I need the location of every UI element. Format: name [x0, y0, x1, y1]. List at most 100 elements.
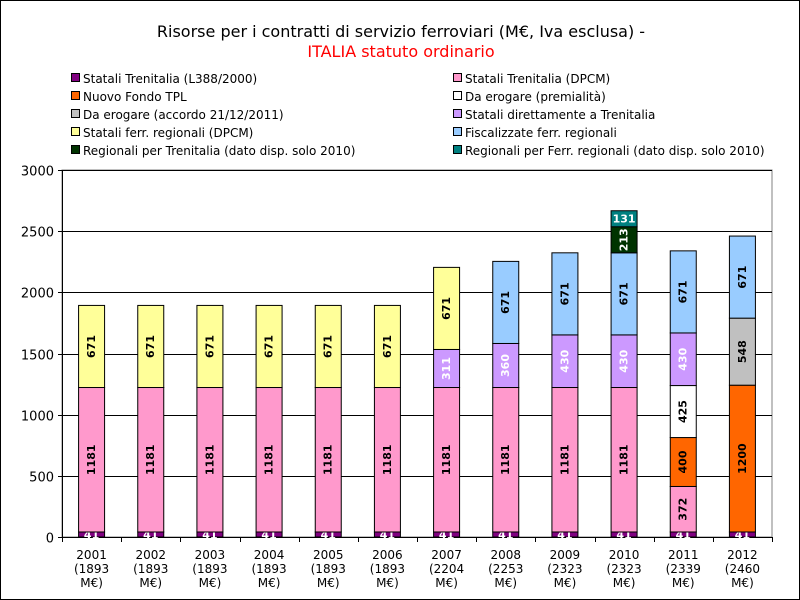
plot-area [61, 169, 773, 538]
x-tick-label: (2460 [725, 562, 760, 576]
data-label: 1181 [440, 444, 453, 475]
y-tick-label: 500 [29, 471, 54, 486]
bar-segment [137, 387, 165, 533]
bar-segment [492, 387, 520, 533]
legend-label: Nuovo Fondo TPL [83, 90, 187, 104]
y-tick-label: 1500 [21, 349, 54, 364]
chart-title: Risorse per i contratti di servizio ferr… [156, 22, 646, 41]
bar-segment [492, 260, 520, 344]
x-tick-label: M€) [613, 576, 636, 590]
data-label: 360 [499, 354, 512, 377]
legend-item: Regionali per Trenitalia (dato disp. sol… [71, 143, 355, 159]
data-label: 131 [613, 213, 636, 226]
data-label: 425 [677, 400, 690, 423]
data-label: 372 [677, 498, 690, 521]
data-label: 671 [85, 335, 98, 358]
bar-segment [314, 304, 342, 389]
data-label: 430 [558, 349, 571, 372]
bar-segment [669, 437, 697, 487]
legend-item: Regionali per Ferr. regionali (dato disp… [453, 143, 765, 159]
bar-segment [669, 250, 697, 334]
x-tick-label: M€) [258, 576, 281, 590]
legend-swatch [453, 145, 462, 154]
x-tick-label: 2005 [313, 548, 344, 562]
bar-segment [610, 252, 638, 336]
data-label: 430 [618, 349, 631, 372]
data-label: 671 [440, 297, 453, 320]
x-tick-label: (2204 [429, 562, 464, 576]
data-label: 671 [322, 335, 335, 358]
bar-segment [373, 387, 401, 533]
legend-item: Statali Trenitalia (L388/2000) [71, 71, 257, 87]
x-tick-label: (2323 [606, 562, 641, 576]
x-tick-label: 2010 [609, 548, 640, 562]
x-tick-label: M€) [199, 576, 222, 590]
data-label: 1181 [263, 444, 276, 475]
bar-segment [669, 485, 697, 533]
data-label: 671 [736, 266, 749, 289]
data-label: 1181 [322, 444, 335, 475]
legend-swatch [453, 127, 462, 136]
data-label: 671 [618, 282, 631, 305]
legend-swatch [71, 109, 80, 118]
x-tick-label: (1893 [311, 562, 346, 576]
legend-swatch [453, 73, 462, 82]
chart-subtitle: ITALIA statuto ordinario [307, 42, 495, 61]
bar-segment [78, 387, 106, 533]
data-label: 671 [381, 335, 394, 358]
y-tick-label: 2500 [21, 226, 54, 241]
x-tick-label: 2012 [727, 548, 758, 562]
x-tick-label: (1893 [133, 562, 168, 576]
x-tick-label: (2339 [666, 562, 701, 576]
data-label: 1181 [618, 444, 631, 475]
x-tick-label: 2007 [431, 548, 462, 562]
x-tick-label: M€) [139, 576, 162, 590]
data-label: 1181 [558, 444, 571, 475]
x-tick-label: (2253 [488, 562, 523, 576]
legend-swatch [71, 127, 80, 136]
legend-item: Da erogare (premialità) [453, 89, 606, 105]
data-label: 671 [263, 335, 276, 358]
bar-segment [433, 387, 461, 533]
bar-segment [255, 387, 283, 533]
x-tick-label: 2003 [195, 548, 226, 562]
legend-swatch [71, 73, 80, 82]
legend-swatch [71, 145, 80, 154]
legend-item: Statali Trenitalia (DPCM) [453, 71, 610, 87]
y-tick-label: 1000 [21, 410, 54, 425]
bar-segment [433, 348, 461, 389]
bar-segment [314, 387, 342, 533]
bar-segment [551, 334, 579, 389]
data-label: 430 [677, 347, 690, 370]
bar-segment [551, 387, 579, 533]
legend-item: Da erogare (accordo 21/12/2011) [71, 107, 284, 123]
x-tick-label: (1893 [370, 562, 405, 576]
data-label: 1181 [381, 444, 394, 475]
data-label: 1181 [203, 444, 216, 475]
data-label: 671 [558, 282, 571, 305]
x-tick-label: M€) [376, 576, 399, 590]
data-label: 311 [440, 357, 453, 380]
x-tick-label: M€) [672, 576, 695, 590]
bar-segment [551, 252, 579, 336]
bar-segment [196, 387, 224, 533]
bar-segment [728, 235, 756, 319]
x-tick-label: M€) [554, 576, 577, 590]
legend-label: Regionali per Ferr. regionali (dato disp… [465, 144, 765, 158]
x-tick-label: 2001 [76, 548, 107, 562]
y-tick-label: 0 [46, 532, 54, 547]
x-tick-label: 2009 [550, 548, 581, 562]
x-tick-label: M€) [731, 576, 754, 590]
legend-label: Fiscalizzate ferr. regionali [465, 126, 617, 140]
x-tick-label: (1893 [192, 562, 227, 576]
x-tick-label: (2323 [547, 562, 582, 576]
x-tick-label: M€) [317, 576, 340, 590]
legend-label: Statali ferr. regionali (DPCM) [83, 126, 254, 140]
data-label: 548 [736, 340, 749, 363]
bar-segment [196, 304, 224, 389]
x-tick-label: 2011 [668, 548, 699, 562]
x-tick-label: M€) [494, 576, 517, 590]
bar-segment [610, 226, 638, 254]
